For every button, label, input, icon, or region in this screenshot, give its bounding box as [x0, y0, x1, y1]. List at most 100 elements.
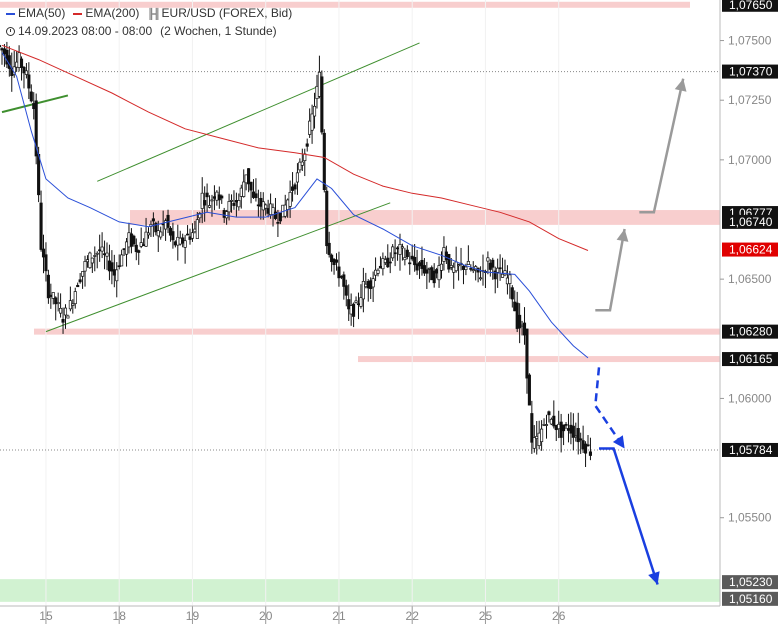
candle-body [215, 191, 219, 201]
candle-body [540, 428, 544, 443]
candle-body [527, 374, 531, 406]
candle-body [364, 283, 368, 288]
candle-body [486, 257, 490, 262]
candle-body [427, 267, 431, 270]
candle-body [195, 219, 199, 239]
level-105230-box [722, 575, 778, 590]
candle-body [276, 222, 280, 224]
candle-body [59, 307, 63, 314]
level-107370-box [722, 64, 778, 79]
candle-body [225, 211, 229, 219]
channel-upper-line [97, 42, 420, 182]
x-tick-label: 25 [479, 609, 493, 623]
candle-body [83, 261, 87, 272]
ema200-swatch [73, 12, 83, 15]
candle-body [76, 284, 80, 288]
candle-body [576, 428, 580, 443]
candle-body [288, 191, 292, 207]
candle-body [139, 242, 143, 247]
candle-body [27, 74, 31, 89]
candle-body [2, 48, 6, 55]
candle-body [32, 103, 36, 109]
candle-body [271, 207, 275, 215]
candle-body [383, 259, 387, 263]
candle-body [315, 85, 319, 99]
candle-body [479, 277, 483, 280]
candle-body [515, 302, 519, 329]
candle-body [300, 161, 304, 166]
candle-body [278, 212, 282, 222]
candle-body [186, 233, 190, 236]
candle-body [542, 424, 546, 426]
candle-body [232, 202, 236, 206]
candle-body [100, 246, 104, 252]
candle-body [449, 265, 453, 268]
zone-top [0, 1, 690, 8]
candle-body [249, 181, 253, 191]
candle-body [356, 303, 361, 306]
candle-body [39, 202, 43, 250]
arrow-gray-head [674, 78, 687, 92]
y-tick-label: 1,07000 [728, 153, 772, 167]
candle-body [115, 269, 119, 282]
candle-body [291, 186, 295, 191]
candle-body [239, 187, 243, 197]
candle-body [493, 270, 497, 280]
candle-body [15, 61, 19, 68]
candle-body [222, 210, 226, 218]
candle-body [327, 242, 331, 255]
candle-body [37, 154, 41, 196]
candle-body [332, 258, 336, 266]
candle-body [400, 246, 404, 249]
candle-body [435, 269, 439, 274]
candle-body [305, 143, 309, 147]
candle-body [491, 259, 495, 268]
level-lines [0, 71, 720, 451]
candle-body [93, 255, 97, 257]
candle-body [408, 262, 412, 265]
candle-body [217, 194, 221, 201]
candle-body [354, 300, 358, 303]
candle-body [210, 199, 214, 202]
candle-body [586, 444, 590, 447]
candle-body [190, 232, 195, 239]
candle-body [518, 314, 522, 329]
candle-body [44, 254, 48, 272]
candle-body [161, 223, 165, 226]
candle-body [244, 174, 248, 184]
candle-body [22, 66, 26, 74]
candle-body [105, 252, 109, 257]
candle-body [205, 192, 209, 198]
candle-body [0, 45, 2, 48]
zone-support [0, 579, 720, 602]
ema200-line [1, 44, 589, 251]
level-105160-box [722, 591, 778, 606]
candle-body [420, 259, 424, 269]
candle-body [376, 269, 380, 274]
candle-body [391, 246, 395, 259]
candle-body [444, 251, 448, 261]
candle-body [439, 263, 444, 271]
candle-body [120, 254, 124, 267]
candle-body [464, 266, 468, 270]
candle-body [466, 261, 470, 265]
candle-body [403, 257, 407, 261]
ema200-marker-box [722, 242, 778, 257]
candle-body [68, 300, 72, 310]
level-106280-label: 1,06280 [729, 325, 773, 339]
candle-body [212, 196, 216, 199]
candle-body [51, 292, 55, 299]
arrow-gray-head [616, 229, 629, 242]
level-105784-box [722, 442, 778, 457]
candle-body [317, 71, 321, 97]
legend-ema200: EMA(200) [85, 6, 140, 20]
candle-body [552, 415, 556, 427]
x-tick-label: 22 [406, 609, 420, 623]
candle-body [549, 418, 553, 425]
candle-body [61, 319, 65, 323]
candle-body [320, 76, 324, 133]
ema50-swatch [6, 12, 15, 15]
candle-body [496, 267, 500, 273]
candle-body [151, 218, 155, 222]
candle-body [508, 274, 512, 284]
